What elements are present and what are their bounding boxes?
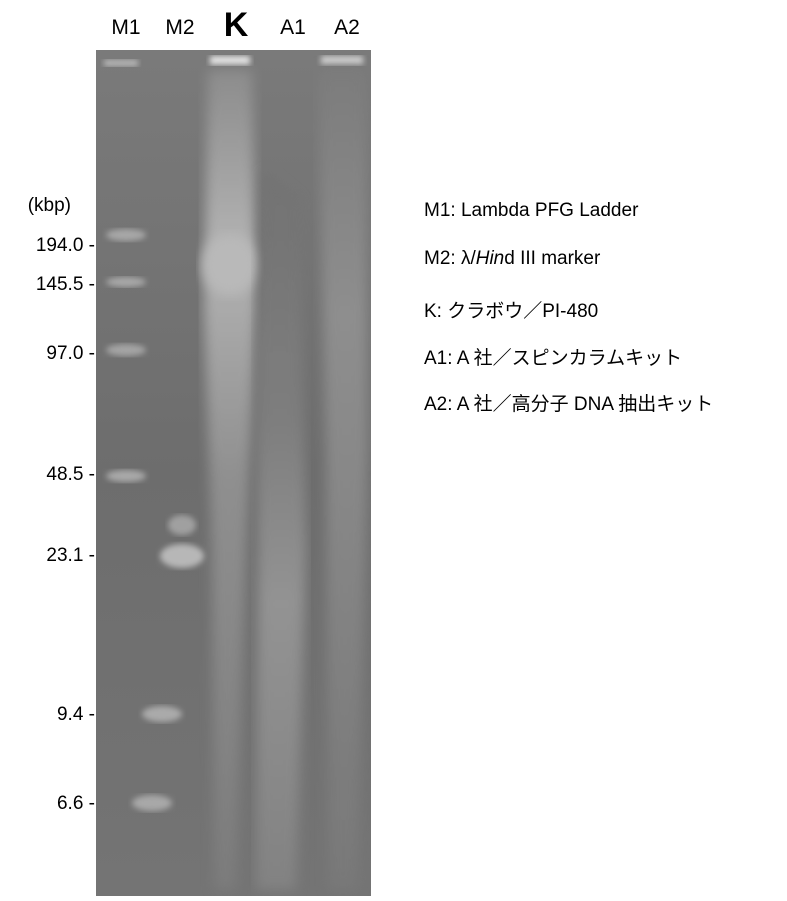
size-label-97: 97.0 - [46,343,95,364]
ladder-band [106,470,146,482]
ladder-band [106,229,146,241]
marker-band [132,795,172,811]
marker-band [142,706,182,722]
size-label-194: 194.0 - [35,235,95,256]
gel-photo [96,50,371,896]
smear-a2 [318,68,368,890]
legend-m1: M1: Lambda PFG Ladder [424,200,639,221]
lane-label-m2: M2 [165,16,195,39]
smear-k-bright [202,235,258,295]
size-label-6: 6.6 - [56,793,95,814]
lane-label-k: K [223,6,249,44]
size-label-23: 23.1 - [46,545,95,566]
marker-band [168,515,196,535]
smear-a1 [256,170,306,890]
size-label-145: 145.5 - [35,274,95,295]
well-k [210,56,250,65]
size-label-48: 48.5 - [46,464,95,485]
lane-label-a1: A1 [280,16,306,39]
ladder-band [106,344,146,356]
ladder-band [106,277,146,287]
size-label-9: 9.4 - [56,704,95,725]
size-unit-label: (kbp) [27,195,71,216]
lane-label-m1: M1 [111,16,141,39]
gel-image [96,50,371,896]
legend-m2-suffix: d III marker [504,248,601,269]
legend-m2: M2: λ/Hind III marker [424,248,600,270]
marker-band [160,544,204,568]
legend-k: K: クラボウ／PI-480 [424,301,599,322]
well-a2 [321,56,363,65]
lane-label-a2: A2 [334,16,360,39]
legend-m2-italic: Hin [475,248,505,269]
legend-a2: A2: A 社／高分子 DNA 抽出キット [424,394,714,415]
well-m1 [104,60,138,66]
legend-m2-prefix: M2: λ/ [424,248,476,269]
legend-a1: A1: A 社／スピンカラムキット [424,348,683,369]
